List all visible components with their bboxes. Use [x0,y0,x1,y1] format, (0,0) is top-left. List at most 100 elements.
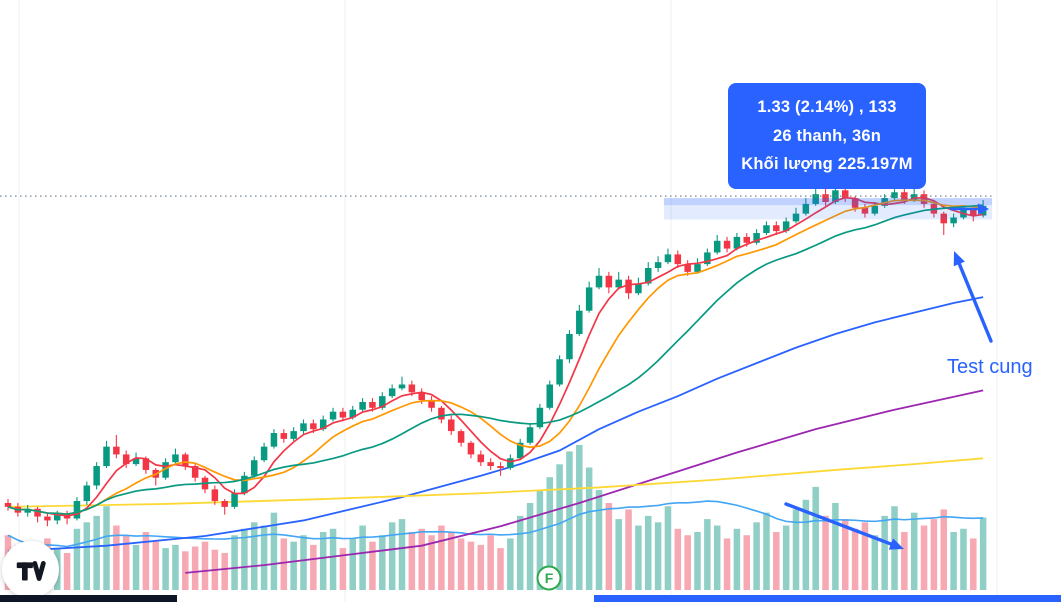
candle[interactable] [24,508,31,513]
candle[interactable] [546,384,554,408]
candle[interactable] [822,194,829,202]
candle[interactable] [428,400,435,408]
candle[interactable] [920,194,928,204]
candle[interactable] [349,409,357,418]
candle[interactable] [871,205,879,214]
candle[interactable] [704,252,711,265]
candle[interactable] [54,514,61,521]
candle[interactable] [388,388,396,397]
candle[interactable] [4,502,12,507]
candle[interactable] [694,264,701,272]
candle[interactable] [251,460,258,476]
candle[interactable] [526,427,534,443]
candle[interactable] [635,283,642,294]
candle[interactable] [684,264,691,272]
candle[interactable] [418,392,425,401]
scrollbar-right-segment[interactable] [594,595,1061,602]
candle[interactable] [507,458,514,469]
candle[interactable] [536,407,544,428]
candle[interactable] [605,275,613,288]
candle[interactable] [487,462,494,467]
candles-layer[interactable] [4,180,987,527]
candle[interactable] [733,236,741,249]
candle[interactable] [359,401,366,410]
candle[interactable] [300,423,307,432]
candle[interactable] [585,287,593,311]
candle[interactable] [851,198,859,208]
candle[interactable] [457,431,465,443]
candle[interactable] [516,442,524,459]
candle[interactable] [802,203,810,214]
candle[interactable] [654,262,662,268]
candle[interactable] [270,433,278,447]
candle[interactable] [713,240,721,253]
candle[interactable] [615,279,622,288]
arrow-up-drawing-head[interactable] [953,251,965,267]
arrow-down-drawing[interactable] [784,502,893,546]
candle[interactable] [182,454,189,467]
candle[interactable] [467,442,475,455]
candle[interactable] [93,466,100,486]
candle[interactable] [782,221,790,232]
candle[interactable] [113,446,120,455]
candle[interactable] [142,458,150,470]
candle[interactable] [664,254,672,263]
candle[interactable] [290,431,297,439]
candle[interactable] [645,267,652,284]
arrow-down-drawing-head[interactable] [888,538,904,550]
candle[interactable] [280,433,288,439]
candle[interactable] [83,485,91,502]
candle[interactable] [743,236,751,243]
candle[interactable] [861,207,869,214]
arrow-up-drawing[interactable] [957,262,993,343]
candle[interactable] [812,194,819,204]
candle[interactable] [950,217,957,224]
candle[interactable] [369,401,376,408]
range-pointer-head[interactable] [978,203,989,215]
candle[interactable] [723,240,731,249]
candle[interactable] [970,209,977,216]
candle[interactable] [773,225,780,232]
candle[interactable] [674,254,682,265]
candle[interactable] [842,190,849,199]
drawings-layer[interactable] [784,203,993,550]
candle[interactable] [241,475,248,494]
candle[interactable] [792,213,800,222]
candle[interactable] [329,411,337,420]
candle[interactable] [910,194,918,201]
candle[interactable] [625,279,632,294]
candle[interactable] [34,508,41,517]
candle[interactable] [595,275,603,288]
candle[interactable] [103,446,110,467]
candle[interactable] [556,359,563,385]
candle[interactable] [191,466,199,478]
candle[interactable] [44,516,51,521]
candle[interactable] [122,454,130,465]
candle[interactable] [891,192,898,199]
candle[interactable] [73,501,81,519]
candle[interactable] [940,213,948,224]
candle[interactable] [310,423,317,430]
candle[interactable] [221,501,228,507]
candle[interactable] [172,454,179,463]
candle[interactable] [162,462,169,478]
candle[interactable] [339,411,347,418]
tradingview-logo[interactable] [2,541,59,598]
candle[interactable] [132,458,140,465]
financials-marker[interactable]: F [536,565,562,591]
candle[interactable] [901,192,908,201]
candle[interactable] [566,334,573,360]
candle[interactable] [753,233,760,243]
drawing-text-label[interactable]: Test cung [947,356,1033,378]
candle[interactable] [438,407,445,420]
candle[interactable] [763,225,770,234]
candle[interactable] [477,454,485,463]
candle[interactable] [398,384,406,389]
candle[interactable] [231,493,238,507]
candle[interactable] [576,310,583,335]
candle[interactable] [211,489,219,502]
candle[interactable] [379,396,386,408]
candle[interactable] [260,446,268,461]
candle[interactable] [448,419,455,432]
